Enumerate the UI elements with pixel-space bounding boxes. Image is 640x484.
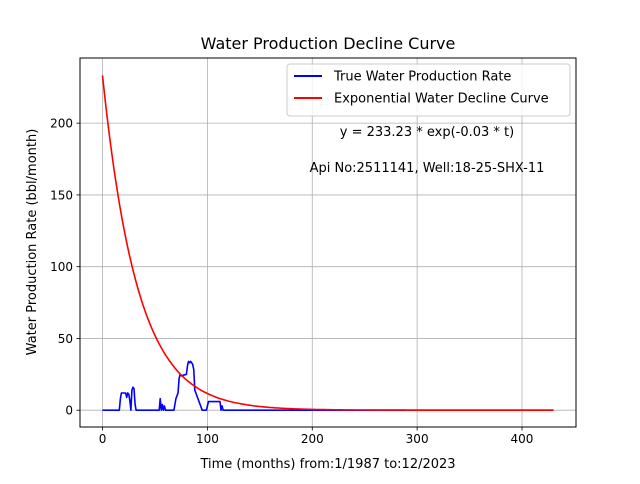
y-tick-label: 0 xyxy=(65,404,73,418)
y-tick-label: 50 xyxy=(58,332,73,346)
y-axis-label: Water Production Rate (bbl/month) xyxy=(25,129,40,356)
well-annotation: Api No:2511141, Well:18-25-SHX-11 xyxy=(310,161,545,176)
legend-box xyxy=(286,63,571,117)
legend-label-true-water: True Water Production Rate xyxy=(333,70,511,85)
chart-title: Water Production Decline Curve xyxy=(201,34,456,53)
plot-frame xyxy=(79,57,577,428)
x-tick-label: 0 xyxy=(99,432,107,446)
series-line-exponential xyxy=(101,75,554,412)
x-axis-label: Time (months) from:1/1987 to:12/2023 xyxy=(199,457,455,472)
x-tick-label: 400 xyxy=(511,432,534,446)
y-tick-label: 150 xyxy=(50,188,73,202)
equation-annotation: y = 233.23 * exp(-0.03 * t) xyxy=(340,125,514,140)
series-lines xyxy=(101,75,554,412)
axes: 0 100 200 300 400 0 50 100 150 200 xyxy=(50,117,533,446)
x-tick-label: 100 xyxy=(196,432,219,446)
x-tick-label: 300 xyxy=(406,432,429,446)
series-line-true-water xyxy=(102,360,554,412)
x-tick-label: 200 xyxy=(301,432,324,446)
y-tick-label: 200 xyxy=(50,117,73,131)
y-tick-label: 100 xyxy=(50,260,73,274)
legend: True Water Production Rate Exponential W… xyxy=(286,63,571,117)
legend-label-exponential: Exponential Water Decline Curve xyxy=(334,92,549,107)
